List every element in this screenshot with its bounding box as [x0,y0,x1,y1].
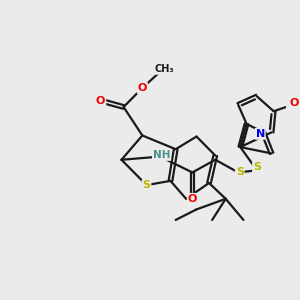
Text: O: O [138,83,147,93]
Text: N: N [256,129,265,139]
Text: O: O [96,96,105,106]
Text: CH₃: CH₃ [155,64,175,74]
Text: S: S [142,180,151,190]
Text: O: O [289,98,298,108]
Text: NH: NH [153,150,170,160]
Text: S: S [253,162,261,172]
Text: O: O [188,194,197,204]
Text: S: S [236,167,244,177]
